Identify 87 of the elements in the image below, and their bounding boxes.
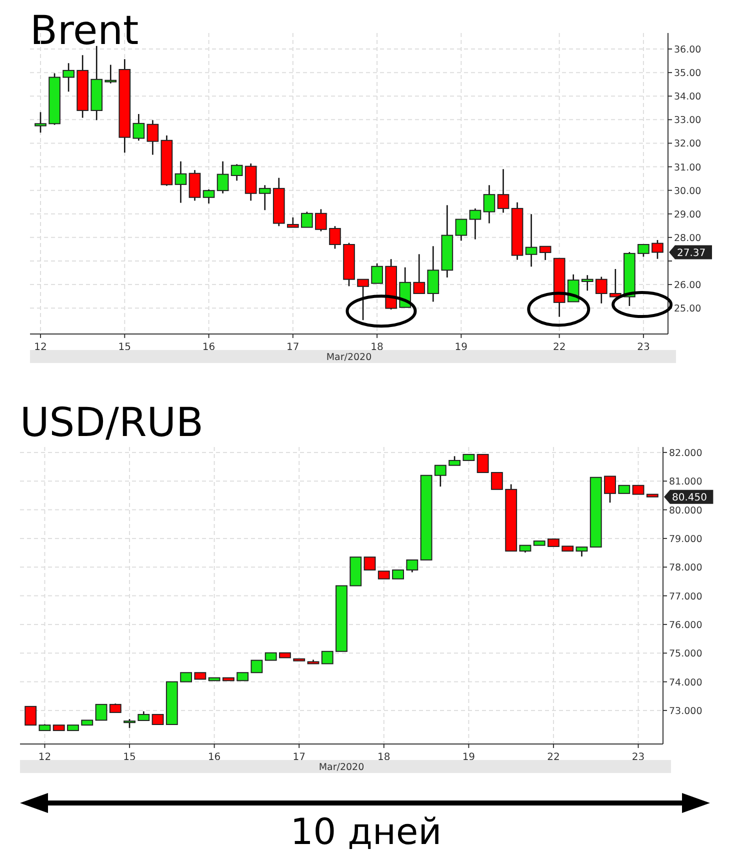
y-tick-label: 32.00 — [674, 138, 702, 150]
candlestick — [497, 168, 510, 214]
candlestick — [638, 244, 650, 258]
candlestick — [371, 262, 383, 284]
candlestick — [525, 213, 538, 268]
x-axis-title: Mar/2020 — [326, 352, 372, 363]
x-axis-title: Mar/2020 — [318, 762, 364, 773]
y-tick-label: 33.00 — [674, 115, 702, 126]
x-tick-label: 17 — [286, 342, 300, 353]
x-tick-label: 22 — [552, 342, 566, 353]
candlestick — [469, 208, 482, 240]
candlestick — [132, 113, 145, 142]
x-tick-label: 15 — [123, 752, 136, 763]
candlestick — [604, 476, 616, 504]
x-tick-label: 19 — [454, 342, 468, 353]
y-tick-label: 79.000 — [669, 534, 702, 545]
candlestick — [146, 119, 159, 156]
text: 27.37 — [677, 248, 706, 259]
candlestick — [406, 559, 418, 573]
y-tick-label: 29.00 — [674, 209, 702, 220]
y-tick-label: 35.00 — [674, 68, 702, 80]
y-tick-label: 78.000 — [669, 562, 702, 574]
candlestick — [286, 216, 299, 228]
candlestick — [104, 64, 117, 84]
candlestick — [250, 660, 263, 674]
candlestick — [652, 239, 664, 260]
candlestick — [490, 472, 503, 490]
candlestick — [434, 464, 446, 488]
y-tick-label: 74.000 — [669, 677, 702, 688]
candlestick — [455, 218, 468, 242]
y-tick-label: 75.000 — [669, 648, 702, 660]
y-tick-label: 76.000 — [669, 620, 702, 631]
y-tick-label: 77.000 — [669, 591, 702, 602]
y-tick-label: 73.000 — [669, 706, 702, 717]
candlestick — [315, 208, 327, 232]
y-tick-label: 80.000 — [669, 505, 702, 516]
candlestick — [152, 714, 164, 726]
candlestick — [595, 276, 608, 304]
candlestick — [174, 160, 187, 204]
candlestick — [216, 160, 229, 194]
x-tick-label: 22 — [547, 752, 560, 763]
y-tick-label: 25.00 — [674, 304, 702, 315]
x-tick-label: 12 — [34, 342, 47, 353]
x-tick-label: 16 — [202, 342, 216, 353]
x-tick-label: 17 — [292, 752, 306, 763]
x-tick-label: 18 — [378, 752, 390, 763]
x-tick-label: 19 — [462, 752, 476, 763]
y-tick-label: 28.00 — [674, 232, 702, 244]
candlestick — [202, 188, 215, 204]
candlestick — [364, 556, 376, 570]
candlestick — [448, 456, 461, 466]
text: 80.450 — [672, 492, 707, 504]
candlestick — [576, 546, 588, 558]
x-tick-label: 15 — [118, 342, 132, 353]
candlestick — [258, 184, 271, 211]
candlestick — [329, 225, 341, 250]
y-tick-label: 30.00 — [674, 186, 702, 197]
chart-title: Brent — [30, 8, 139, 54]
candlestick — [230, 164, 243, 182]
candlestick — [413, 254, 426, 294]
candlestick — [581, 274, 594, 292]
candlestick — [95, 704, 108, 721]
candlestick — [539, 246, 552, 261]
candlestick — [357, 278, 369, 321]
chart-title: USD/RUB — [20, 400, 204, 446]
x-tick-label: 12 — [38, 752, 52, 763]
candlestick — [427, 246, 440, 302]
candlestick — [476, 454, 489, 474]
y-tick-label: 34.00 — [674, 92, 702, 103]
y-tick-label: 31.00 — [674, 162, 702, 174]
candlestick — [138, 710, 150, 722]
y-tick-label: 82.000 — [669, 448, 702, 459]
candlestick — [321, 650, 334, 664]
x-tick-label: 23 — [637, 342, 650, 353]
y-tick-label: 36.00 — [674, 44, 702, 56]
candlestick — [34, 111, 46, 134]
candlestick — [483, 184, 496, 224]
x-tick-label: 23 — [632, 752, 645, 763]
x-tick-label: 16 — [208, 752, 221, 763]
candlestick — [301, 211, 313, 228]
y-tick-label: 26.00 — [674, 280, 702, 292]
y-tick-label: 81.000 — [669, 476, 702, 488]
candlestick — [180, 672, 192, 682]
candlestick — [62, 62, 74, 92]
text: 10 дней — [290, 812, 442, 853]
candlestick — [24, 706, 37, 726]
x-tick-label: 18 — [370, 342, 384, 353]
